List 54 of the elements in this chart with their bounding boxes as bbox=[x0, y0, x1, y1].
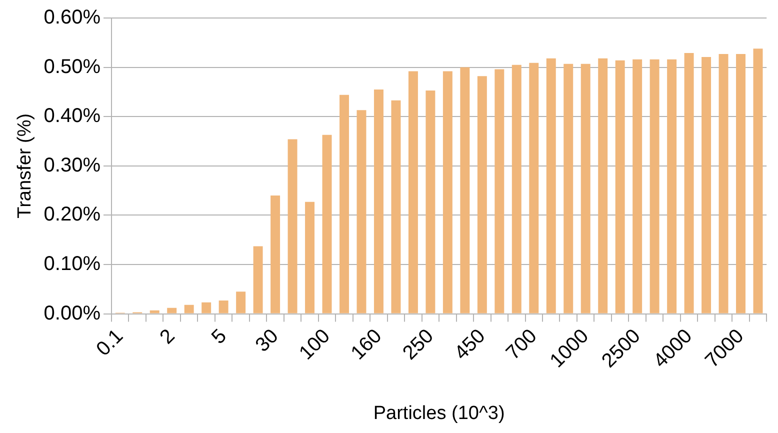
bar bbox=[374, 89, 384, 314]
bar bbox=[753, 48, 763, 314]
y-axis-title: Transfer (%) bbox=[14, 113, 36, 218]
bar bbox=[718, 54, 728, 314]
bar bbox=[408, 71, 418, 314]
x-axis-title: Particles (10^3) bbox=[373, 402, 505, 424]
x-tick-label: 100 bbox=[295, 325, 334, 364]
x-tick-label: 2 bbox=[156, 325, 180, 349]
bar bbox=[494, 69, 504, 314]
bar bbox=[702, 56, 712, 314]
bar bbox=[150, 310, 160, 314]
x-tick-label: 5 bbox=[208, 325, 232, 349]
bar bbox=[512, 64, 522, 314]
y-tick-label: 0.50% bbox=[44, 56, 101, 78]
y-tick-label: 0.20% bbox=[44, 204, 101, 226]
bar bbox=[632, 59, 642, 314]
x-tick-label: 160 bbox=[347, 325, 386, 364]
bar bbox=[322, 134, 332, 314]
bar bbox=[288, 139, 298, 314]
bar bbox=[667, 59, 677, 314]
y-tick-label: 0.60% bbox=[44, 6, 101, 29]
bar bbox=[546, 58, 556, 314]
bar bbox=[442, 71, 452, 314]
y-tick-label: 0.00% bbox=[44, 302, 101, 324]
bar bbox=[340, 94, 349, 314]
bar bbox=[684, 53, 694, 314]
x-tick-label: 700 bbox=[502, 325, 542, 364]
bar bbox=[218, 300, 228, 314]
bar bbox=[236, 292, 246, 314]
bar bbox=[564, 64, 574, 314]
bar bbox=[477, 76, 487, 314]
bar bbox=[202, 302, 212, 314]
bar bbox=[356, 110, 366, 314]
bar bbox=[598, 58, 608, 314]
bar bbox=[736, 54, 746, 314]
bar bbox=[253, 246, 263, 314]
x-tick-label: 450 bbox=[450, 325, 490, 364]
bar bbox=[529, 62, 539, 314]
bar bbox=[460, 67, 470, 314]
x-tick-label: 250 bbox=[398, 325, 438, 364]
x-tick-label: 30 bbox=[251, 325, 283, 356]
y-tick-label: 0.30% bbox=[44, 154, 101, 176]
bar bbox=[650, 59, 660, 314]
bar bbox=[305, 202, 315, 314]
bar bbox=[426, 90, 436, 314]
bar bbox=[391, 100, 401, 314]
bar bbox=[184, 304, 194, 314]
bar bbox=[580, 64, 590, 314]
y-tick-label: 0.10% bbox=[44, 252, 101, 275]
bar bbox=[167, 308, 177, 314]
y-tick-label: 0.40% bbox=[44, 105, 101, 128]
bar bbox=[615, 60, 625, 314]
bar bbox=[270, 195, 280, 314]
x-tick-label: 0.1 bbox=[92, 325, 128, 360]
